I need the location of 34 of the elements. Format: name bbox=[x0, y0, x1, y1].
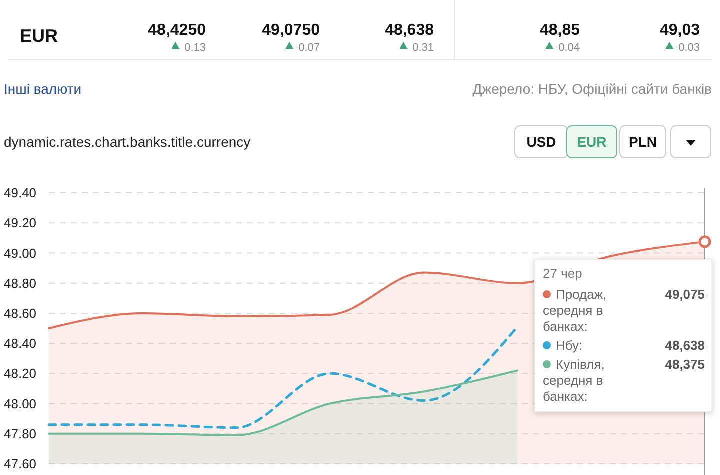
y-tick-label: 48.20 bbox=[4, 366, 37, 382]
y-tick-label: 47.60 bbox=[4, 456, 37, 472]
text: 49,0750 bbox=[262, 22, 320, 39]
legend-label: Продаж, середня в банках: bbox=[543, 287, 607, 334]
text: USD bbox=[526, 134, 556, 150]
text: 48,638 bbox=[385, 22, 434, 39]
text: Джерело: НБУ, Офіційні сайти банків bbox=[472, 81, 712, 97]
text: PLN bbox=[629, 134, 657, 150]
legend-label: Купівля, середня в банках: bbox=[543, 357, 605, 404]
annotation: 49,075 bbox=[665, 287, 705, 302]
text: Інші валюти bbox=[4, 81, 82, 97]
y-tick-label: 48.00 bbox=[4, 396, 37, 412]
chart-title: dynamic.rates.chart.banks.title.currency bbox=[4, 134, 251, 150]
y-tick-label: 49.40 bbox=[4, 186, 37, 201]
text: 0.04 bbox=[558, 42, 580, 54]
text: 48,85 bbox=[540, 22, 580, 39]
y-tick-label: 49.20 bbox=[4, 216, 37, 231]
annotation: 27 чер bbox=[543, 266, 582, 281]
text: EUR bbox=[20, 26, 58, 46]
y-tick-label: 49.00 bbox=[4, 246, 37, 261]
text: 0.07 bbox=[298, 42, 320, 54]
text: 0.13 bbox=[184, 42, 206, 54]
y-tick-label: 48.80 bbox=[4, 276, 37, 291]
text: 48,4250 bbox=[148, 22, 206, 39]
y-tick-label: 48.40 bbox=[4, 336, 37, 352]
text: 0.31 bbox=[412, 42, 434, 54]
legend-label: Нбу: bbox=[556, 338, 583, 353]
text: 0.03 bbox=[678, 42, 700, 54]
y-tick-label: 47.80 bbox=[4, 426, 37, 442]
text: 49,03 bbox=[660, 22, 700, 39]
text: EUR bbox=[577, 134, 607, 150]
y-tick-label: 48.60 bbox=[4, 306, 37, 321]
annotation: 48,638 bbox=[665, 338, 705, 353]
annotation: 48,375 bbox=[665, 357, 705, 372]
